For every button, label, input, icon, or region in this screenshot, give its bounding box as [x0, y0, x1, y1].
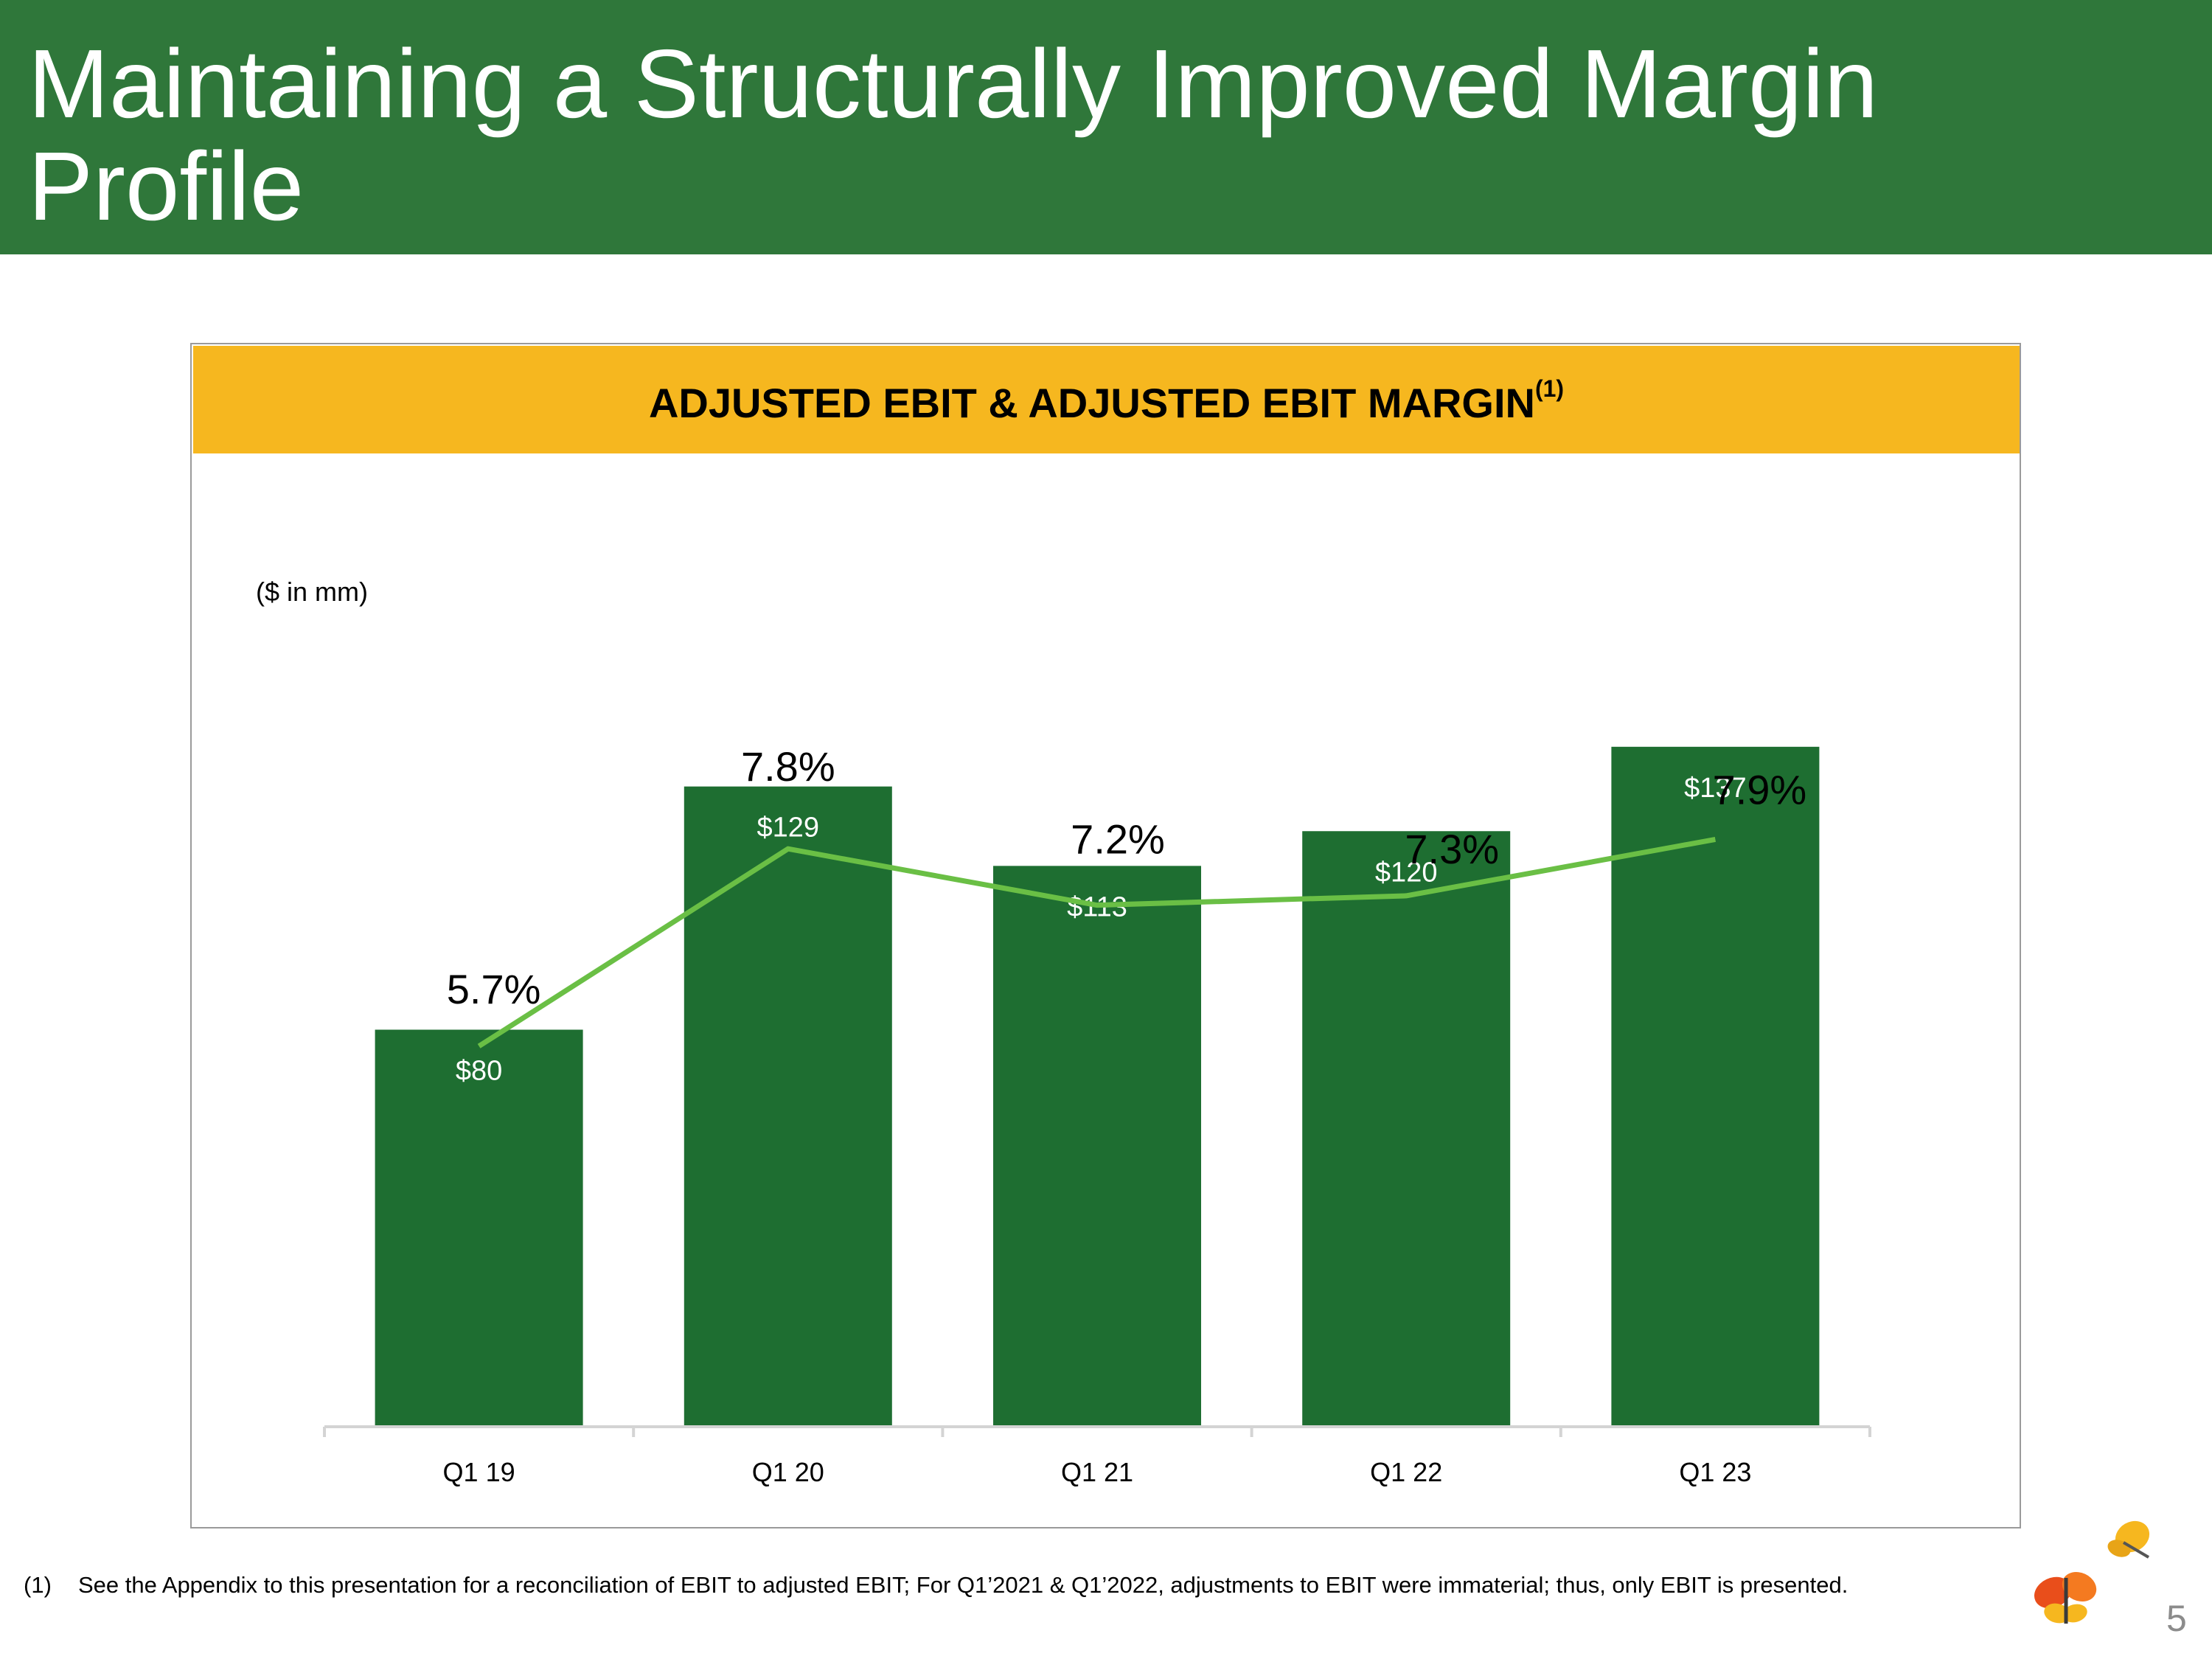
chart-title: ADJUSTED EBIT & ADJUSTED EBIT MARGIN(1) — [193, 375, 2020, 427]
bar-value-label: $129 — [757, 813, 820, 844]
bar-q1-20 — [684, 786, 892, 1427]
page-number: 5 — [2166, 1598, 2187, 1639]
x-tick-label: Q1 20 — [752, 1457, 824, 1487]
x-axis: Q1 19 Q1 20 Q1 21 Q1 22 Q1 23 — [323, 1425, 1871, 1487]
butterfly-logo — [2034, 1520, 2150, 1624]
butterfly-small-icon — [2107, 1520, 2150, 1559]
margin-value-label: 7.8% — [741, 743, 835, 790]
chart-title-footnote-ref: (1) — [1534, 375, 1565, 402]
bar-q1-22 — [1302, 831, 1511, 1427]
x-tick-label: Q1 23 — [1679, 1457, 1751, 1487]
margin-value-label: 7.2% — [1071, 816, 1165, 863]
chart-banner: ADJUSTED EBIT & ADJUSTED EBIT MARGIN(1) — [193, 346, 2020, 453]
butterfly-large-icon — [2034, 1572, 2097, 1624]
margin-value-label: 5.7% — [447, 966, 541, 1012]
x-tick-label: Q1 21 — [1061, 1457, 1133, 1487]
footnote-number: (1) — [24, 1572, 52, 1598]
x-tick-label: Q1 22 — [1370, 1457, 1442, 1487]
chart-title-text: ADJUSTED EBIT & ADJUSTED EBIT MARGIN — [648, 380, 1535, 426]
title-bar: Maintaining a Structurally Improved Marg… — [0, 0, 2212, 254]
bar-value-label: $120 — [1375, 857, 1438, 888]
margin-line-group: 5.7% 7.8% 7.2% 7.3% 7.9% — [447, 743, 1807, 1048]
bar-q1-19 — [375, 1029, 583, 1427]
bar-value-label: $80 — [456, 1056, 502, 1087]
page-title: Maintaining a Structurally Improved Marg… — [28, 29, 1879, 240]
footnote: (1) See the Appendix to this presentation… — [24, 1572, 1848, 1599]
x-tick-label: Q1 19 — [443, 1457, 515, 1487]
margin-value-label: 7.3% — [1405, 826, 1499, 872]
bar-q1-21 — [993, 866, 1201, 1427]
bar-value-label: $137 — [1684, 773, 1747, 804]
bar-group: $80$129$113$120$137 — [375, 746, 1820, 1427]
margin-value-label: 7.9% — [1713, 766, 1807, 813]
bar-q1-23 — [1611, 746, 1820, 1427]
units-note: ($ in mm) — [256, 577, 368, 607]
footnote-text: See the Appendix to this presentation fo… — [78, 1572, 1848, 1598]
